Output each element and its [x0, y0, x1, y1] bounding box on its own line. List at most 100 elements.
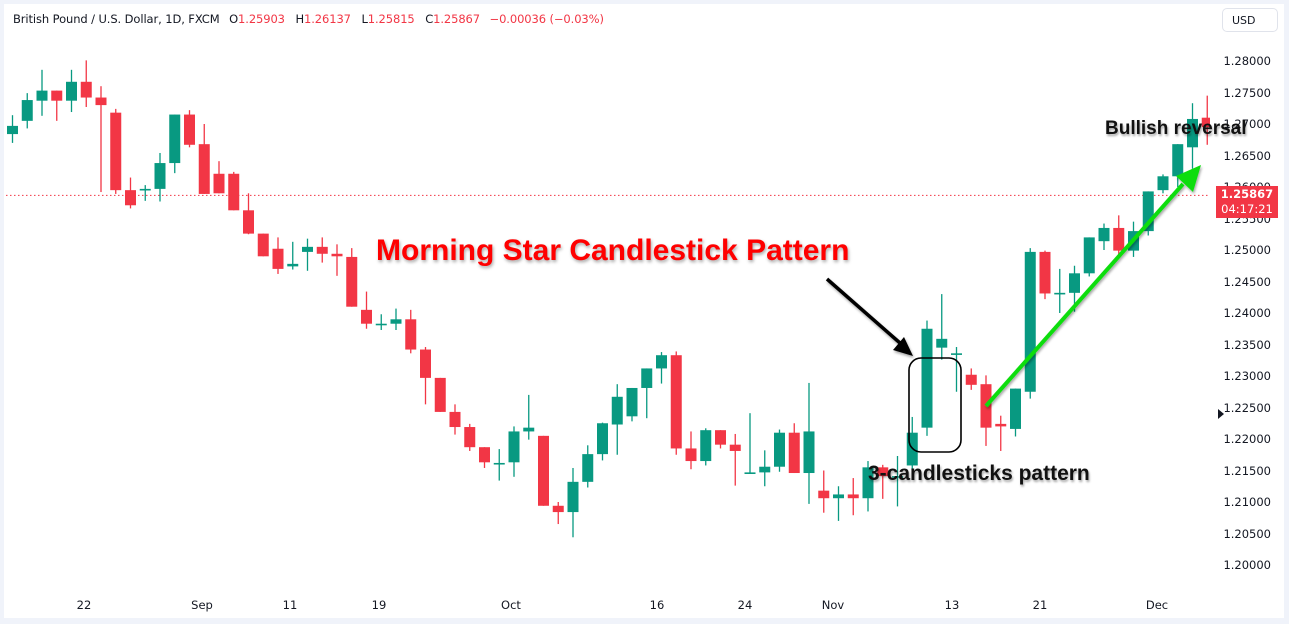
candle[interactable] [759, 450, 771, 487]
candle[interactable] [346, 248, 358, 307]
candle[interactable] [1172, 144, 1184, 187]
candle[interactable] [611, 384, 623, 455]
candle[interactable] [493, 449, 505, 481]
candlestick-chart[interactable] [0, 0, 1210, 590]
candle[interactable] [847, 478, 859, 516]
candle[interactable] [715, 430, 726, 449]
candle[interactable] [877, 464, 889, 499]
candle[interactable] [833, 486, 844, 521]
candle[interactable] [951, 347, 962, 392]
candle[interactable] [1201, 95, 1210, 145]
candle[interactable] [1098, 223, 1110, 250]
candle[interactable] [774, 429, 785, 472]
time-tick: 22 [76, 598, 92, 612]
candle[interactable] [287, 241, 299, 270]
price-tick: 1.24500 [1223, 274, 1271, 289]
candle[interactable] [228, 171, 240, 211]
candle[interactable] [597, 422, 608, 461]
candle[interactable] [1054, 268, 1066, 313]
candle[interactable] [169, 114, 181, 174]
candle[interactable] [1157, 174, 1169, 194]
candle[interactable] [936, 294, 948, 360]
candle[interactable] [272, 237, 284, 274]
green-arrow-icon [984, 165, 1201, 408]
candle[interactable] [243, 193, 254, 235]
candle[interactable] [1039, 250, 1051, 300]
candle[interactable] [1083, 237, 1095, 277]
price-tick: 1.21000 [1223, 495, 1271, 509]
candle[interactable] [80, 60, 92, 107]
candle[interactable] [154, 152, 166, 202]
currency-button[interactable]: USD [1222, 8, 1278, 32]
time-tick: 21 [1032, 598, 1048, 612]
candle[interactable] [552, 502, 564, 525]
candle[interactable] [523, 394, 535, 440]
candle[interactable] [361, 291, 372, 329]
candle[interactable] [316, 237, 328, 263]
candle[interactable] [921, 320, 933, 436]
candle[interactable] [744, 413, 756, 474]
candle[interactable] [818, 470, 830, 513]
candle[interactable] [656, 352, 667, 384]
candle[interactable] [390, 308, 402, 331]
candle[interactable] [21, 93, 33, 129]
candle[interactable] [980, 375, 992, 446]
candle[interactable] [420, 347, 431, 405]
candle[interactable] [670, 351, 682, 455]
candle[interactable] [434, 377, 446, 412]
candle[interactable] [479, 447, 490, 468]
candle[interactable] [36, 69, 48, 116]
candle[interactable] [626, 387, 638, 422]
candle[interactable] [184, 110, 195, 148]
bullish-reversal-annotation: Bullish reversal [1105, 118, 1247, 139]
price-marker-icon [1218, 409, 1224, 419]
time-tick: 24 [737, 598, 753, 612]
candle[interactable] [110, 108, 122, 194]
candle[interactable] [892, 456, 903, 507]
price-tick: 1.21500 [1223, 463, 1271, 478]
price-tick: 1.27000 [1223, 117, 1271, 131]
candle[interactable] [257, 233, 269, 257]
candle[interactable] [803, 382, 815, 504]
candle[interactable] [51, 90, 63, 121]
symbol-legend: British Pound / U.S. Dollar, 1D, FXCM O1… [13, 12, 604, 26]
high-value: 1.26137 [304, 12, 351, 26]
candle[interactable] [1142, 191, 1154, 236]
candle[interactable] [965, 368, 977, 390]
candle[interactable] [139, 185, 151, 201]
candle[interactable] [567, 467, 579, 538]
candle[interactable] [213, 161, 225, 194]
candle[interactable] [788, 423, 800, 474]
candle[interactable] [641, 368, 653, 419]
candle[interactable] [582, 445, 594, 488]
candle[interactable] [538, 435, 549, 506]
candle[interactable] [331, 244, 343, 276]
time-tick: Dec [1145, 598, 1169, 612]
candle[interactable] [685, 431, 697, 470]
candle[interactable] [1010, 388, 1021, 437]
candle[interactable] [449, 404, 461, 435]
candle[interactable] [464, 423, 476, 451]
candle[interactable] [7, 115, 18, 143]
pattern-highlight-box [908, 357, 962, 453]
price-axis[interactable]: 1.280001.275001.270001.265001.260001.255… [1210, 0, 1289, 600]
candle[interactable] [66, 69, 77, 113]
candle[interactable] [700, 428, 712, 466]
candle[interactable] [508, 426, 520, 477]
candle[interactable] [862, 461, 874, 512]
candle[interactable] [125, 177, 136, 209]
time-tick: Nov [821, 598, 845, 612]
candle[interactable] [729, 433, 741, 486]
candle[interactable] [1113, 215, 1125, 259]
candle[interactable] [95, 86, 107, 193]
candle[interactable] [1187, 103, 1198, 169]
candle[interactable] [302, 238, 313, 271]
candle[interactable] [1024, 248, 1036, 399]
time-tick: Oct [501, 598, 521, 612]
candle[interactable] [995, 415, 1007, 451]
candle[interactable] [405, 309, 417, 354]
price-tick: 1.22000 [1223, 432, 1271, 446]
candle[interactable] [375, 314, 387, 331]
time-axis[interactable]: 22 Sep 11 19 Oct 16 24 Nov 13 21 Dec [0, 590, 1210, 618]
candle[interactable] [198, 124, 210, 194]
